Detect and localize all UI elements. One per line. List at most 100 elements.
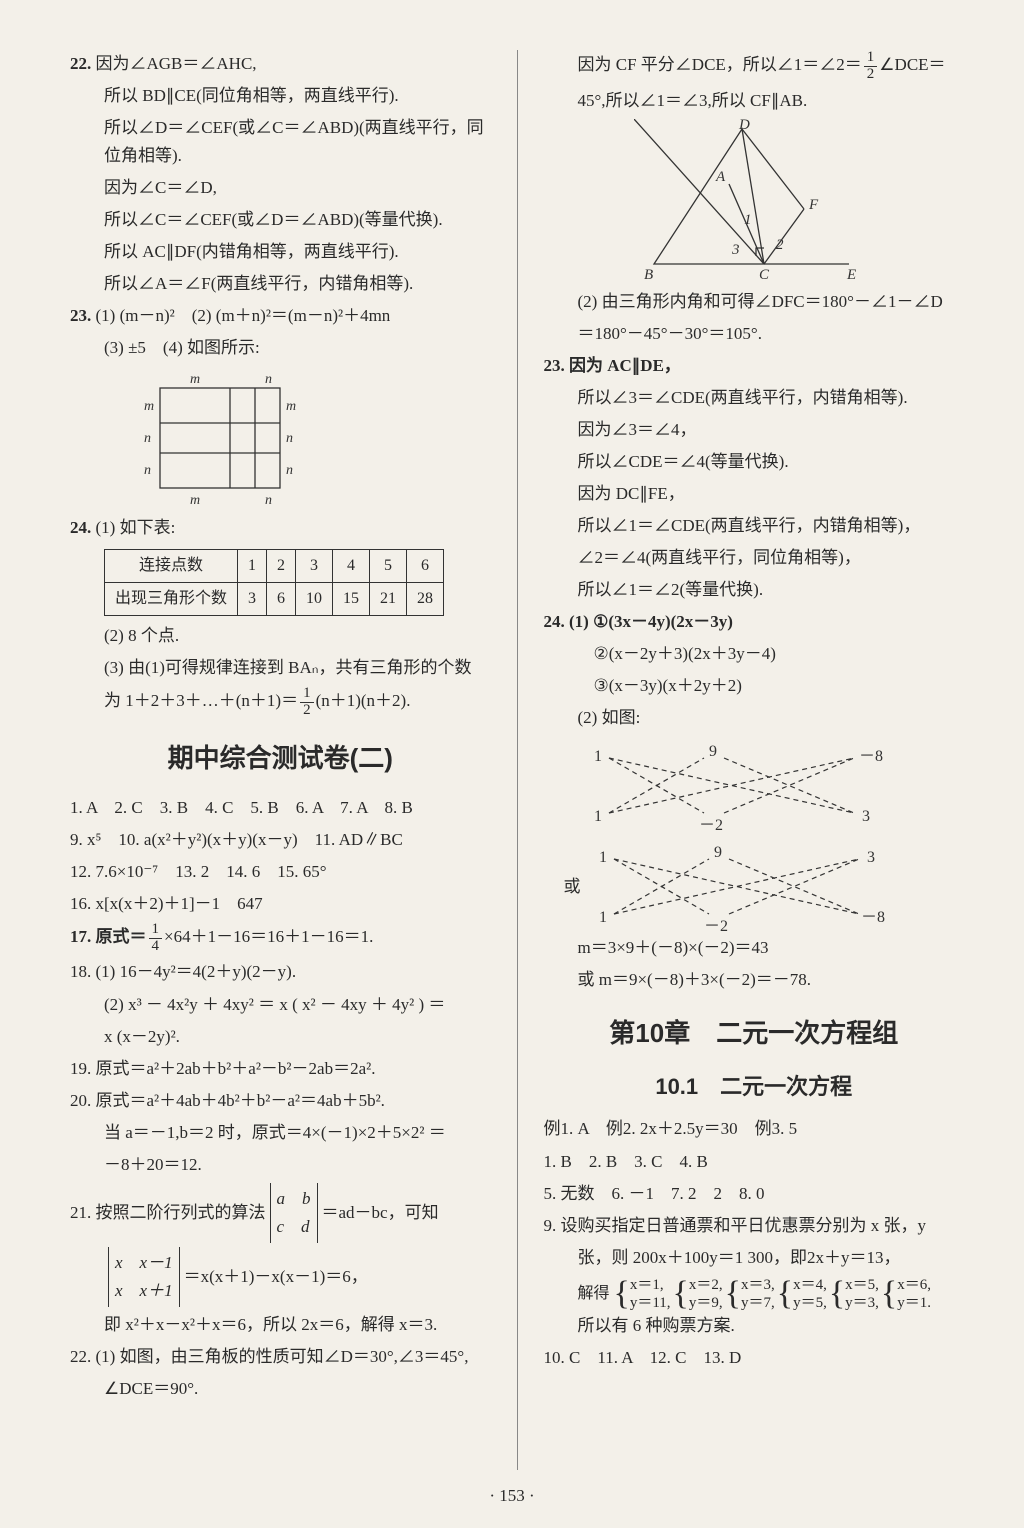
cell: 6 — [267, 582, 296, 615]
q23-line: 因为∠3＝∠4， — [544, 416, 965, 444]
svg-text:A: A — [715, 169, 726, 185]
svg-text:m: m — [286, 399, 296, 414]
q24-line: (2) 如图: — [544, 704, 965, 732]
svg-text:2: 2 — [776, 237, 784, 253]
solution-braces: {x＝1,y＝11,{x＝2,y＝9,{x＝3,y＝7,{x＝4,y＝5,{x＝… — [614, 1276, 932, 1312]
answer-line: 9. 设购买指定日普通票和平日优惠票分别为 x 张，y — [544, 1212, 965, 1240]
cell: 21 — [370, 582, 407, 615]
q24-line: (2) 8 个点. — [70, 622, 491, 650]
svg-text:E: E — [846, 267, 856, 283]
q24-line: 24. (1) 如下表: — [70, 514, 491, 542]
cell: 1 — [238, 549, 267, 582]
svg-text:n: n — [265, 493, 272, 508]
cell: 2 — [267, 549, 296, 582]
solution-brace: {x＝2,y＝9, — [673, 1276, 723, 1312]
text: 为 1＋2＋3＋…＋(n＋1)＝ — [104, 692, 298, 711]
svg-text:9: 9 — [709, 743, 717, 760]
column-divider — [517, 50, 518, 1470]
cell: 4 — [333, 549, 370, 582]
triangle-count-table: 连接点数 1 2 3 4 5 6 出现三角形个数 3 6 10 15 21 28 — [104, 549, 444, 617]
q24-line: ②(x－2y＋3)(2x＋3y－4) — [544, 640, 965, 668]
q23-line: 所以∠CDE＝∠4(等量代换). — [544, 448, 965, 476]
determinant: x x－1 x x＋1 — [108, 1247, 180, 1307]
q24-line: 为 1＋2＋3＋…＋(n＋1)＝12(n＋1)(n＋2). — [70, 686, 491, 719]
q17-line: 17. 原式＝14×64＋1－16＝16＋1－16＝1. — [70, 922, 491, 955]
cross-diagram-2-row: 或 1 9 3 1 －2 — [564, 839, 965, 934]
svg-text:1: 1 — [594, 808, 602, 825]
cell: 28 — [407, 582, 444, 615]
q20-line: 当 a＝－1,b＝2 时，原式＝4×(－1)×2＋5×2² ＝ — [70, 1119, 491, 1147]
text: (1) 如下表: — [96, 518, 176, 537]
q24-line: m＝3×9＋(－8)×(－2)＝43 — [544, 934, 965, 962]
text-line: 因为 CF 平分∠DCE，所以∠1＝∠2＝12∠DCE＝ — [544, 50, 965, 83]
answer-line: 16. x[x(x＋2)＋1]－1 647 — [70, 890, 491, 918]
svg-text:C: C — [759, 267, 770, 283]
cross-diagram-2: 1 9 3 1 －2 －8 — [589, 839, 889, 934]
svg-text:1: 1 — [594, 748, 602, 765]
answer-line: 张，则 200x＋100y＝1 300，即2x＋y＝13， — [544, 1244, 965, 1272]
cell: 5 — [370, 549, 407, 582]
q21-line: x x－1 x x＋1 ＝x(x＋1)－x(x－1)＝6， — [70, 1247, 491, 1307]
svg-text:－8: －8 — [859, 748, 883, 765]
svg-text:n: n — [286, 431, 293, 446]
q23-line: 23. (1) (m－n)² (2) (m＋n)²＝(m－n)²＋4mn — [70, 302, 491, 330]
svg-text:－2: －2 — [704, 918, 728, 934]
svg-text:n: n — [265, 372, 272, 387]
grid-diagram: m n m m n n n n m n — [130, 368, 491, 508]
solution-brace: {x＝6,y＝1. — [881, 1276, 931, 1312]
svg-text:B: B — [644, 267, 653, 283]
svg-text:n: n — [144, 463, 151, 478]
svg-text:n: n — [286, 463, 293, 478]
answer-line: 9. x⁵ 10. a(x²＋y²)(x＋y)(x－y) 11. AD∥BC — [70, 826, 491, 854]
answer-line: 例1. A 例2. 2x＋2.5y＝30 例3. 5 — [544, 1115, 965, 1143]
fraction: 12 — [300, 686, 314, 719]
cell: 10 — [296, 582, 333, 615]
svg-text:m: m — [144, 399, 154, 414]
q18-line: 18. (1) 16－4y²＝4(2＋y)(2－y). — [70, 958, 491, 986]
q18-line: x (x－2y)². — [70, 1023, 491, 1051]
text-line: ＝180°－45°－30°＝105°. — [544, 320, 965, 348]
cell: 6 — [407, 549, 444, 582]
chapter-title: 第10章 二元一次方程组 — [544, 1012, 965, 1055]
page-number: · 153 · — [0, 1486, 1024, 1506]
two-column-layout: 22. 因为∠AGB＝∠AHC, 所以 BD∥CE(同位角相等，两直线平行). … — [70, 50, 964, 1470]
table-row: 连接点数 1 2 3 4 5 6 — [105, 549, 444, 582]
solution-brace: {x＝1,y＝11, — [614, 1276, 671, 1312]
q22-line: 所以 BD∥CE(同位角相等，两直线平行). — [70, 82, 491, 110]
answer-line: 所以有 6 种购票方案. — [544, 1312, 965, 1340]
q19-line: 19. 原式＝a²＋2ab＋b²＋a²－b²－2ab＝2a². — [70, 1055, 491, 1083]
fraction: 12 — [864, 50, 878, 83]
text: ＝ad－bc，可知 — [322, 1199, 439, 1227]
page: 22. 因为∠AGB＝∠AHC, 所以 BD∥CE(同位角相等，两直线平行). … — [0, 0, 1024, 1528]
q22-line: 因为∠C＝∠D, — [70, 174, 491, 202]
svg-text:n: n — [144, 431, 151, 446]
determinant: a b c d — [270, 1183, 318, 1243]
cross-diagram-1: 1 9 －8 1 －2 3 — [584, 738, 965, 833]
fraction: 14 — [149, 922, 163, 955]
q23-line: (3) ±5 (4) 如图所示: — [70, 334, 491, 362]
row-header: 出现三角形个数 — [105, 582, 238, 615]
text: 因为 CF 平分∠DCE，所以∠1＝∠2＝ — [578, 55, 862, 74]
svg-text:F: F — [808, 197, 819, 213]
right-column: 因为 CF 平分∠DCE，所以∠1＝∠2＝12∠DCE＝ 45°,所以∠1＝∠3… — [544, 50, 965, 1470]
text-line: (2) 由三角形内角和可得∠DFC＝180°－∠1－∠D — [544, 288, 965, 316]
q20-line: 20. 原式＝a²＋4ab＋4b²＋b²－a²＝4ab＋5b². — [70, 1087, 491, 1115]
solution-brace: {x＝4,y＝5, — [777, 1276, 827, 1312]
svg-text:1: 1 — [599, 909, 607, 926]
svg-text:m: m — [190, 493, 200, 508]
q18-line: (2) x³ － 4x²y ＋ 4xy² ＝ x ( x² － 4xy ＋ 4y… — [70, 991, 491, 1019]
answer-line: 10. C 11. A 12. C 13. D — [544, 1344, 965, 1372]
q22-line: 所以∠D＝∠CEF(或∠C＝∠ABD)(两直线平行，同位角相等). — [70, 114, 491, 170]
q23-line: 所以∠1＝∠CDE(两直线平行，内错角相等)， — [544, 512, 965, 540]
svg-text:m: m — [190, 372, 200, 387]
svg-text:1: 1 — [744, 212, 752, 228]
q22-line: 22. 因为∠AGB＝∠AHC, — [70, 50, 491, 78]
q22-line: 所以∠C＝∠CEF(或∠D＝∠ABD)(等量代换). — [70, 206, 491, 234]
table-row: 出现三角形个数 3 6 10 15 21 28 — [105, 582, 444, 615]
svg-text:3: 3 — [731, 242, 740, 258]
text: 因为∠AGB＝∠AHC, — [96, 54, 257, 73]
text: 21. 按照二阶行列式的算法 — [70, 1199, 266, 1227]
text: 解得 — [578, 1281, 610, 1307]
triangle-diagram: D A F B C E 1 2 3 — [544, 119, 965, 284]
text: ∠DCE＝ — [879, 55, 945, 74]
